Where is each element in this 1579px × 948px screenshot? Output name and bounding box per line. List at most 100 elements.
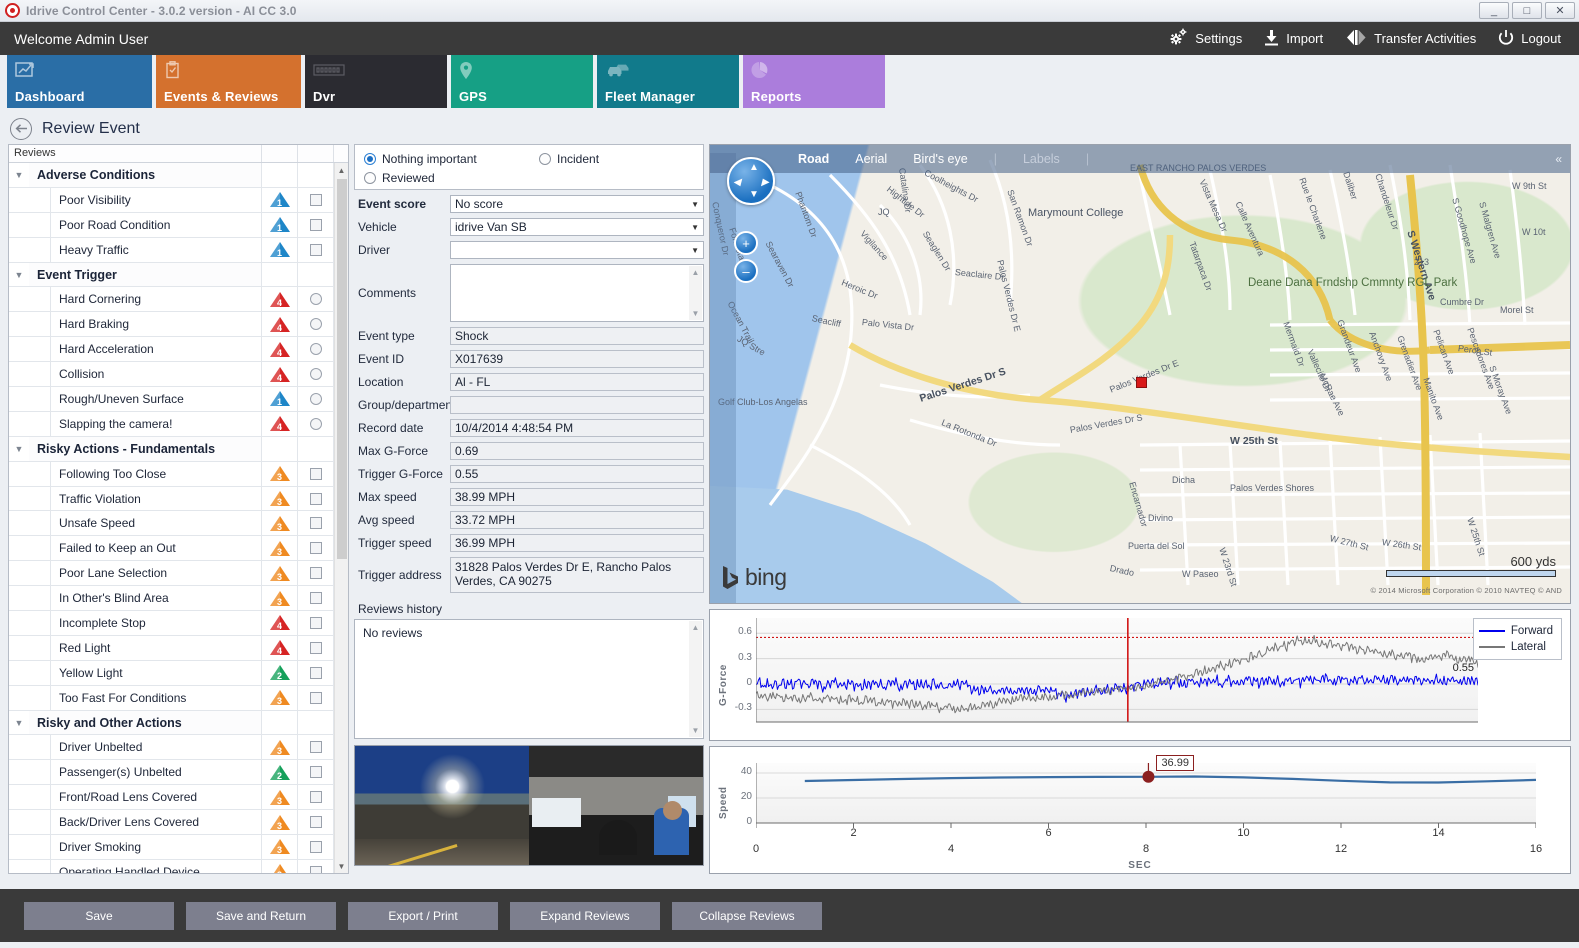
chevron-down-icon[interactable]: ▼: [691, 222, 699, 232]
tab-reports[interactable]: Reports: [743, 55, 885, 108]
tree-item-radio[interactable]: [309, 318, 322, 331]
tree-group-row[interactable]: ▼ Adverse Conditions: [9, 163, 348, 188]
tree-item-row[interactable]: Collision 4: [9, 362, 348, 388]
tree-item-row[interactable]: Driver Smoking 3: [9, 835, 348, 860]
tree-item-checkbox[interactable]: [309, 243, 322, 256]
settings-menu-item[interactable]: Settings: [1168, 28, 1242, 49]
tree-item-checkbox[interactable]: [309, 467, 322, 480]
tree-item-row[interactable]: In Other's Blind Area 3: [9, 586, 348, 612]
transfer-activities-menu-item[interactable]: Transfer Activities: [1345, 29, 1476, 49]
window-controls[interactable]: _ □ ✕: [1479, 2, 1575, 19]
history-scrollbar[interactable]: ▲ ▼: [689, 621, 702, 737]
scroll-up-arrow[interactable]: ▲: [335, 163, 348, 177]
tree-item-checkbox[interactable]: [309, 193, 322, 206]
tree-item-row[interactable]: Traffic Violation 3: [9, 486, 348, 512]
tree-item-row[interactable]: Incomplete Stop 4: [9, 611, 348, 636]
tree-item-radio[interactable]: [309, 417, 322, 430]
tree-scrollbar[interactable]: ▲ ▼: [334, 163, 348, 873]
tree-item-checkbox[interactable]: [309, 816, 322, 829]
tree-item-checkbox[interactable]: [309, 865, 322, 873]
zoom-in-button[interactable]: +: [734, 231, 758, 255]
pan-down-icon[interactable]: ▼: [749, 189, 759, 200]
tree-item-checkbox[interactable]: [309, 218, 322, 231]
scroll-down-arrow[interactable]: ▼: [335, 859, 348, 873]
tree-item-checkbox[interactable]: [309, 592, 322, 605]
radio-dot[interactable]: [539, 153, 551, 165]
tree-item-row[interactable]: Hard Braking 4: [9, 312, 348, 338]
radio-dot[interactable]: [364, 172, 376, 184]
radio-incident[interactable]: Incident: [539, 152, 599, 166]
field-select[interactable]: No score ▼: [450, 195, 704, 213]
close-button[interactable]: ✕: [1545, 2, 1575, 19]
road-camera-thumbnail[interactable]: [355, 746, 529, 865]
tree-item-checkbox[interactable]: [309, 840, 322, 853]
tab-events-reviews[interactable]: Events & Reviews: [156, 55, 301, 108]
tree-item-row[interactable]: Heavy Traffic 1: [9, 237, 348, 263]
map-view-birds-eye[interactable]: Bird's eye: [913, 152, 968, 166]
tree-item-checkbox[interactable]: [309, 766, 322, 779]
map-view-controls[interactable]: Road Aerial Bird's eye | Labels | «: [710, 145, 1570, 173]
pan-left-icon[interactable]: ◀: [733, 177, 741, 188]
tree-item-row[interactable]: Hard Cornering 4: [9, 287, 348, 313]
tree-item-radio[interactable]: [309, 368, 322, 381]
event-location-marker[interactable]: [1136, 377, 1147, 388]
tree-group-row[interactable]: ▼ Event Trigger: [9, 262, 348, 288]
event-status-radio-group[interactable]: Nothing important Incident Reviewed: [354, 144, 704, 190]
expand-reviews-button[interactable]: Expand Reviews: [510, 901, 660, 930]
maximize-button[interactable]: □: [1512, 2, 1542, 19]
tree-group-row[interactable]: ▼ Risky Actions - Fundamentals: [9, 436, 348, 462]
speed-chart[interactable]: Speed 40 20 0 0 2 4 6 8 10 12 14 16 36.99 SEC: [709, 746, 1571, 874]
comments-textarea[interactable]: ▲ ▼: [450, 264, 704, 322]
tree-item-checkbox[interactable]: [309, 666, 322, 679]
tree-item-row[interactable]: Yellow Light 2: [9, 660, 348, 686]
reviews-history-box[interactable]: No reviews ▲ ▼: [354, 619, 704, 739]
map-labels-toggle[interactable]: Labels: [1022, 152, 1060, 166]
tree-item-row[interactable]: Back/Driver Lens Covered 3: [9, 810, 348, 836]
comments-scrollbar[interactable]: ▲ ▼: [689, 266, 702, 320]
tree-item-row[interactable]: Unsafe Speed 3: [9, 511, 348, 537]
tree-item-checkbox[interactable]: [309, 567, 322, 580]
collapse-toggle-icon[interactable]: ▼: [14, 269, 24, 280]
scroll-thumb[interactable]: [337, 179, 347, 559]
tree-item-checkbox[interactable]: [309, 517, 322, 530]
tree-item-row[interactable]: Failed to Keep an Out 3: [9, 536, 348, 562]
reviews-tree-body[interactable]: ▼ Adverse Conditions Poor Visibility 1 Poor …: [9, 163, 348, 873]
tree-item-row[interactable]: Poor Road Condition 1: [9, 212, 348, 238]
tree-item-row[interactable]: Following Too Close 3: [9, 461, 348, 487]
save-button[interactable]: Save: [24, 901, 174, 930]
tree-item-row[interactable]: Poor Lane Selection 3: [9, 561, 348, 587]
map-view-aerial[interactable]: Aerial: [855, 152, 888, 166]
chevron-down-icon[interactable]: ▼: [691, 245, 699, 255]
collapse-reviews-button[interactable]: Collapse Reviews: [672, 901, 822, 930]
tree-item-radio[interactable]: [309, 293, 322, 306]
tree-item-row[interactable]: Driver Unbelted 3: [9, 735, 348, 761]
tree-item-row[interactable]: Operating Handled Device 3: [9, 859, 348, 873]
radio-dot[interactable]: [364, 153, 376, 165]
tree-item-checkbox[interactable]: [309, 542, 322, 555]
tree-group-row[interactable]: ▼ Risky and Other Actions: [9, 710, 348, 736]
chevron-down-icon[interactable]: ▼: [691, 199, 699, 209]
pan-right-icon[interactable]: ▶: [761, 177, 769, 188]
g-force-chart[interactable]: G-Force 0.6 0.3 0 -0.3 Forward Lateral 0.55: [709, 609, 1571, 741]
tree-item-radio[interactable]: [309, 392, 322, 405]
tree-item-row[interactable]: Red Light 4: [9, 635, 348, 661]
tree-item-row[interactable]: Hard Acceleration 4: [9, 337, 348, 363]
tree-item-row[interactable]: Front/Road Lens Covered 3: [9, 785, 348, 811]
tree-item-checkbox[interactable]: [309, 791, 322, 804]
tree-item-checkbox[interactable]: [309, 492, 322, 505]
tree-item-checkbox[interactable]: [309, 741, 322, 754]
tree-item-row[interactable]: Slapping the camera! 4: [9, 411, 348, 437]
save-and-return-button[interactable]: Save and Return: [186, 901, 336, 930]
import-menu-item[interactable]: Import: [1264, 29, 1323, 49]
tab-fleet-manager[interactable]: Fleet Manager: [597, 55, 739, 108]
tree-item-checkbox[interactable]: [309, 616, 322, 629]
field-select[interactable]: idrive Van SB ▼: [450, 218, 704, 236]
tab-dvr[interactable]: Dvr: [305, 55, 447, 108]
minimize-button[interactable]: _: [1479, 2, 1509, 19]
collapse-toggle-icon[interactable]: ▼: [14, 443, 24, 454]
tree-item-row[interactable]: Rough/Uneven Surface 1: [9, 387, 348, 412]
tree-item-row[interactable]: Passenger(s) Unbelted 2: [9, 760, 348, 786]
back-arrow-icon[interactable]: [10, 117, 32, 140]
pan-up-icon[interactable]: ▲: [749, 162, 759, 173]
event-map[interactable]: Coolheights Dr Hightide Dr Phantom Dr Seara…: [709, 144, 1571, 604]
